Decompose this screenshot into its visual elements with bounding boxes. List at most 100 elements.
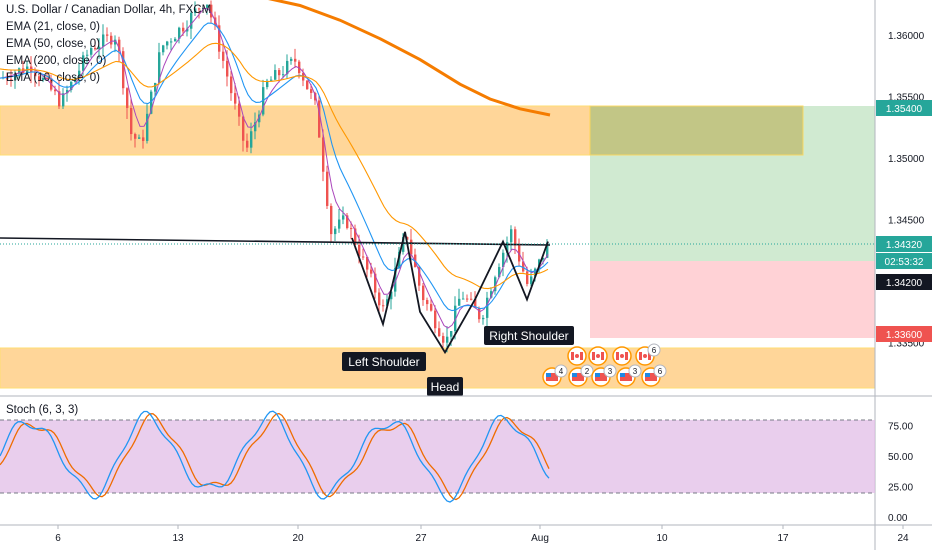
head-label: Head: [427, 377, 463, 396]
candle-body: [46, 77, 49, 79]
candle-body: [494, 277, 497, 292]
ema-line: [0, 42, 549, 290]
ema-200-line: [268, 0, 551, 117]
candle-body: [226, 60, 229, 77]
candle-body: [378, 292, 381, 306]
us-event-icon[interactable]: 3: [616, 364, 642, 387]
candle-body: [246, 140, 249, 148]
candle-body: [198, 8, 201, 10]
time-tick-label: 13: [172, 533, 184, 544]
candle-body: [530, 276, 533, 284]
canada-event-icon[interactable]: [588, 346, 608, 366]
countdown-tag: 02:53:32: [876, 253, 932, 269]
candle-body: [274, 70, 277, 80]
candle-body: [286, 60, 289, 75]
svg-text:1.33600: 1.33600: [886, 330, 923, 341]
stop-zone: [590, 261, 875, 338]
ema-200-label[interactable]: EMA (200, close, 0): [6, 55, 107, 67]
stoch-tick-label: 0.00: [888, 513, 908, 524]
entry-price-tag: 1.34200: [876, 274, 932, 290]
event-count: 4: [559, 367, 564, 376]
svg-text:Right Shoulder: Right Shoulder: [489, 329, 568, 343]
price-tick-label: 1.35500: [888, 93, 925, 104]
price-axis[interactable]: 1.36000 1.35500 1.35000 1.34500 1.33500: [888, 31, 925, 350]
candle-body: [270, 79, 273, 81]
candle-body: [78, 70, 81, 78]
candle-body: [74, 77, 77, 82]
price-tick-label: 1.34500: [888, 216, 925, 227]
economic-events[interactable]: 6 4 2 3 3 6: [542, 343, 667, 387]
candle-body: [462, 298, 465, 300]
candle-body: [302, 73, 305, 81]
us-event-icon[interactable]: 6: [641, 364, 667, 387]
candle-body: [310, 89, 313, 93]
candle-body: [58, 91, 61, 107]
current-price-tag: 1.34320: [876, 236, 932, 252]
price-tick-label: 1.35000: [888, 154, 925, 165]
candle-body: [362, 256, 365, 258]
us-event-icon[interactable]: 3: [591, 364, 617, 387]
candle-body: [182, 27, 185, 32]
svg-text:Head: Head: [431, 380, 460, 394]
svg-text:1.34320: 1.34320: [886, 240, 923, 251]
us-event-icon[interactable]: 4: [542, 364, 568, 387]
neckline: [0, 237, 551, 246]
candle-body: [242, 116, 245, 141]
stoch-label[interactable]: Stoch (6, 3, 3): [6, 404, 79, 416]
stoch-tick-label: 50.00: [888, 452, 913, 463]
candle-body: [446, 336, 449, 343]
candle-body: [418, 267, 421, 286]
candle-body: [542, 257, 545, 260]
candle-body: [258, 114, 261, 123]
stoch-k-line: [0, 410, 550, 503]
ema-21-label[interactable]: EMA (21, close, 0): [6, 21, 100, 33]
candle-body: [238, 103, 241, 117]
candle-body: [478, 307, 481, 320]
candle-body: [250, 131, 253, 148]
candle-body: [62, 93, 65, 107]
time-axis[interactable]: 6 13 20 27 Aug 10 17 24: [55, 525, 909, 544]
time-tick-label: 24: [897, 533, 909, 544]
candle-body: [390, 291, 393, 300]
candle-body: [442, 336, 445, 343]
candle-body: [162, 45, 165, 53]
candle-body: [90, 48, 93, 55]
canada-event-icon[interactable]: [567, 346, 587, 366]
stop-price-tag: 1.33600: [876, 326, 932, 342]
candle-body: [366, 256, 369, 270]
candle-body: [342, 215, 345, 220]
candle-body: [150, 91, 153, 114]
canada-event-icon[interactable]: 6: [635, 343, 661, 366]
candle-body: [510, 229, 513, 243]
ema-line: [0, 22, 549, 312]
us-event-icon[interactable]: 2: [568, 364, 594, 387]
ema-50-label[interactable]: EMA (50, close, 0): [6, 38, 100, 50]
candle-body: [82, 55, 85, 71]
ema-10-label[interactable]: EMA (10, close, 0): [6, 72, 100, 84]
candle-body: [34, 72, 37, 77]
stoch-band: [0, 420, 875, 493]
candle-body: [194, 8, 197, 14]
zone-layer: [0, 105, 876, 389]
stoch-axis[interactable]: 75.00 50.00 25.00 0.00: [888, 422, 913, 525]
candle-body: [38, 76, 41, 81]
candle-body: [202, 7, 205, 9]
event-count: 3: [633, 367, 638, 376]
target-price-tag: 1.35400: [876, 100, 932, 116]
time-tick-label: Aug: [531, 533, 549, 544]
symbol-title[interactable]: U.S. Dollar / Canadian Dollar, 4h, FXCM: [6, 4, 212, 16]
price-tick-label: 1.36000: [888, 31, 925, 42]
canada-event-icon[interactable]: [612, 346, 632, 366]
candle-body: [358, 244, 361, 257]
candle-body: [14, 73, 17, 81]
candle-body: [330, 205, 333, 235]
ema-line: [0, 7, 549, 329]
candle-body: [426, 300, 429, 305]
candle-body: [18, 68, 21, 74]
candle-body: [230, 76, 233, 94]
event-count: 6: [658, 367, 663, 376]
candle-body: [334, 228, 337, 235]
candle-body: [454, 305, 457, 332]
svg-text:1.34200: 1.34200: [886, 278, 923, 289]
